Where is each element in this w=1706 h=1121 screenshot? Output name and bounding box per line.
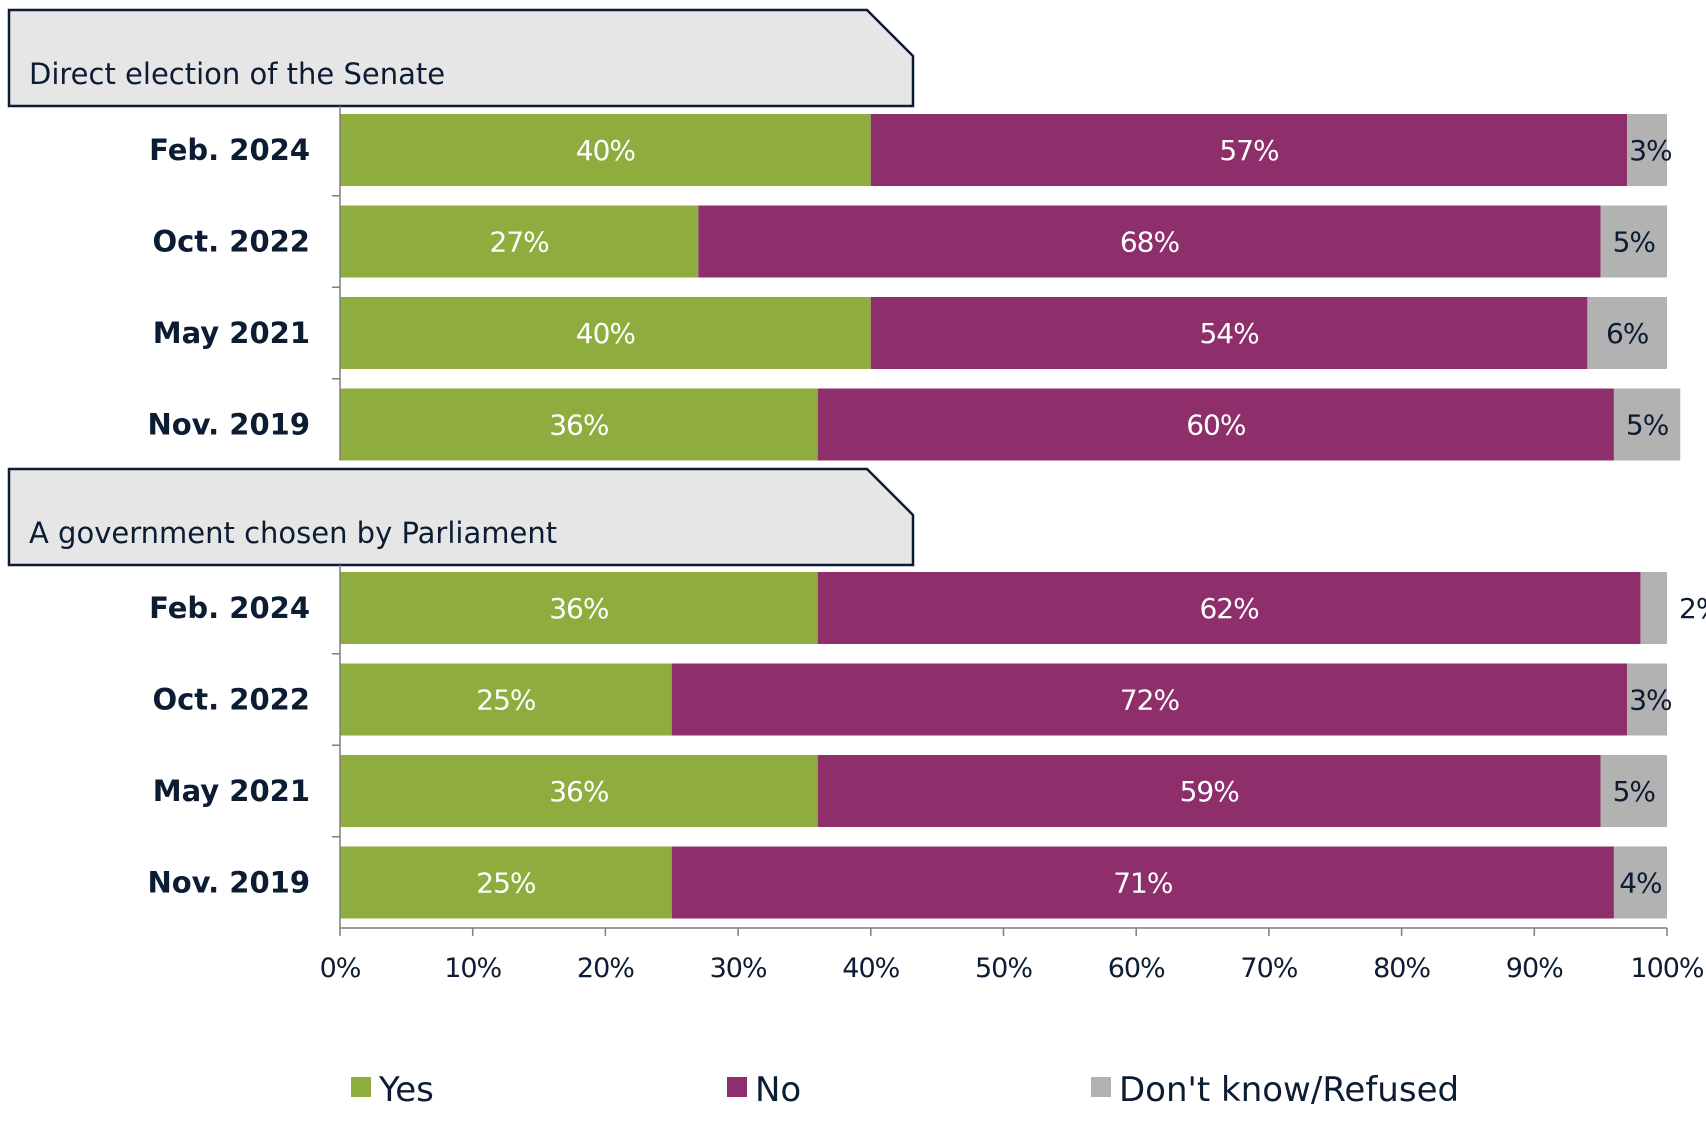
data-label-don-t-know-refused: 3% bbox=[1629, 684, 1672, 717]
data-label-don-t-know-refused: 5% bbox=[1613, 226, 1656, 259]
legend-label: Don't know/Refused bbox=[1119, 1070, 1459, 1110]
data-label-yes: 36% bbox=[549, 592, 609, 625]
data-label-no: 68% bbox=[1120, 226, 1180, 259]
group-title: Direct election of the Senate bbox=[29, 57, 445, 91]
data-label-no: 71% bbox=[1113, 867, 1173, 900]
x-tick-label: 60% bbox=[1108, 953, 1165, 984]
legend-label: Yes bbox=[378, 1070, 434, 1110]
legend-swatch-no bbox=[727, 1077, 747, 1097]
bar-yes bbox=[340, 388, 818, 461]
data-label-no: 60% bbox=[1186, 409, 1246, 442]
category-label: Nov. 2019 bbox=[147, 866, 310, 900]
bar-no bbox=[671, 846, 1614, 919]
bar-yes bbox=[340, 846, 672, 919]
bar-don-t-know-refused bbox=[1627, 114, 1667, 186]
x-tick-label: 0% bbox=[320, 953, 361, 984]
bar-yes bbox=[340, 663, 672, 736]
data-label-don-t-know-refused: 5% bbox=[1613, 775, 1656, 808]
x-tick-label: 50% bbox=[975, 953, 1032, 984]
data-label-yes: 36% bbox=[549, 409, 609, 442]
data-label-don-t-know-refused: 2% bbox=[1679, 592, 1706, 625]
bar-no bbox=[870, 297, 1588, 369]
group-header-tab bbox=[7, 8, 915, 108]
data-label-no: 72% bbox=[1120, 684, 1180, 717]
bar-don-t-know-refused bbox=[1587, 297, 1667, 369]
data-label-yes: 40% bbox=[576, 134, 636, 167]
bar-don-t-know-refused bbox=[1613, 388, 1681, 461]
bar-no bbox=[817, 388, 1614, 461]
x-tick-label: 70% bbox=[1240, 953, 1297, 984]
bar-yes bbox=[340, 297, 871, 369]
category-label: Feb. 2024 bbox=[149, 133, 310, 167]
bar-don-t-know-refused bbox=[1600, 755, 1667, 827]
data-label-yes: 27% bbox=[490, 226, 550, 259]
bar-no bbox=[870, 114, 1628, 186]
bar-no bbox=[671, 663, 1628, 736]
bar-yes bbox=[340, 205, 699, 278]
category-label: Oct. 2022 bbox=[152, 683, 310, 717]
legend-swatch-don-t-know-refused bbox=[1091, 1077, 1111, 1097]
data-label-no: 59% bbox=[1180, 775, 1240, 808]
data-label-yes: 25% bbox=[476, 684, 536, 717]
bar-don-t-know-refused bbox=[1613, 846, 1667, 919]
bar-no bbox=[698, 205, 1601, 278]
bar-don-t-know-refused bbox=[1600, 205, 1667, 278]
category-label: May 2021 bbox=[153, 774, 310, 808]
x-tick-label: 90% bbox=[1506, 953, 1563, 984]
data-label-yes: 40% bbox=[576, 317, 636, 350]
bar-yes bbox=[340, 572, 818, 644]
x-tick-label: 10% bbox=[444, 953, 501, 984]
legend-label: No bbox=[755, 1070, 801, 1110]
x-tick-label: 40% bbox=[842, 953, 899, 984]
bar-don-t-know-refused bbox=[1640, 572, 1667, 644]
group-title: A government chosen by Parliament bbox=[29, 516, 557, 550]
group-header-tab bbox=[7, 467, 915, 567]
data-label-no: 57% bbox=[1219, 134, 1279, 167]
x-tick-label: 30% bbox=[710, 953, 767, 984]
bar-no bbox=[817, 755, 1601, 827]
x-tick-label: 80% bbox=[1373, 953, 1430, 984]
category-label: Nov. 2019 bbox=[147, 408, 310, 442]
data-label-yes: 36% bbox=[549, 775, 609, 808]
data-label-no: 62% bbox=[1199, 592, 1259, 625]
data-label-don-t-know-refused: 4% bbox=[1619, 867, 1662, 900]
data-label-don-t-know-refused: 3% bbox=[1629, 134, 1672, 167]
bar-yes bbox=[340, 114, 871, 186]
bar-no bbox=[817, 572, 1641, 644]
category-label: Feb. 2024 bbox=[149, 591, 310, 625]
x-tick-label: 20% bbox=[577, 953, 634, 984]
x-tick-label: 100% bbox=[1630, 953, 1704, 984]
bar-yes bbox=[340, 755, 818, 827]
category-label: May 2021 bbox=[153, 316, 310, 350]
data-label-yes: 25% bbox=[476, 867, 536, 900]
legend-swatch-yes bbox=[351, 1077, 371, 1097]
data-label-don-t-know-refused: 5% bbox=[1626, 409, 1669, 442]
category-label: Oct. 2022 bbox=[152, 225, 310, 259]
bar-don-t-know-refused bbox=[1627, 663, 1667, 736]
data-label-no: 54% bbox=[1199, 317, 1259, 350]
data-label-don-t-know-refused: 6% bbox=[1606, 317, 1649, 350]
